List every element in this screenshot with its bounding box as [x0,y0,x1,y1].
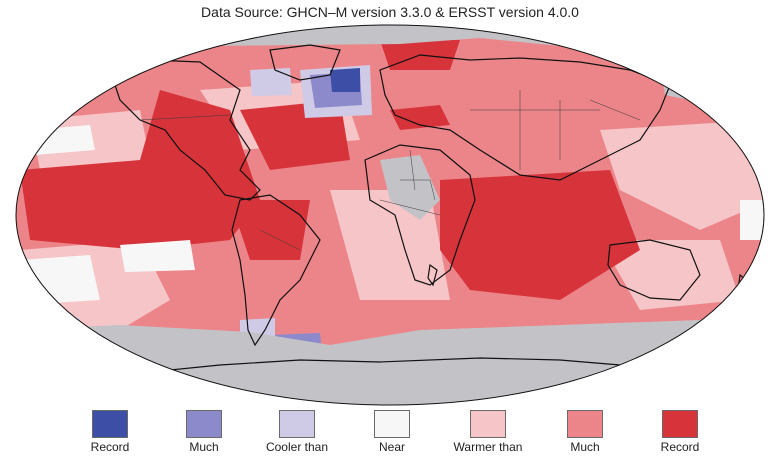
legend-item-record-cold: Record [55,410,165,454]
antarctica-coast [119,357,671,376]
legend-label: Much [570,440,600,454]
legend-item-much-cooler: Much [149,410,259,454]
southeast-pacific-near-region [120,240,195,272]
north-america-coast [109,59,261,201]
legend-swatch [662,410,698,438]
legend-swatch [92,410,128,438]
sahara-missing-data [380,155,440,220]
indian-ocean-record-region [440,170,640,300]
new-zealand-coast [737,273,753,302]
legend-swatch [279,410,315,438]
legend-swatch [186,410,222,438]
legend-item-cooler: Cooler than [242,410,352,454]
greenland-coast [269,44,341,81]
map-outline [15,24,765,406]
north-atlantic-record-cold-region [330,68,360,92]
country-borders [139,90,641,251]
southern-ocean-cool-region [60,318,80,332]
australia-coast [607,239,701,301]
legend-item-much-warmer: Much [530,410,640,454]
antarctic-missing-data [16,315,764,405]
greenland-sea-cool-region [250,68,292,96]
australia-warm-region [600,240,740,310]
legend-label: Record [90,440,130,454]
legend-swatch [567,410,603,438]
legend: Record Much Cooler than Near Warmer than… [0,410,780,456]
legend-swatch [470,410,506,438]
legend-label: Much [189,440,219,454]
figure-title: Data Source: GHCN–M version 3.3.0 & ERSS… [201,4,579,20]
south-pacific-near-region [20,255,100,305]
legend-item-record-warm: Record [625,410,735,454]
legend-item-warmer: Warmer than [433,410,543,454]
africa-coast [364,144,476,286]
coastlines [109,44,753,376]
eurasia-coast [379,54,671,181]
mediterranean-record-region [390,105,450,130]
legend-label: Record [660,440,700,454]
north-atlantic-record-region [240,100,350,170]
east-pacific-record-region [20,90,260,250]
north-pacific-west-warm-region [600,120,764,230]
legend-label: Cooler than [265,440,329,454]
madagascar-coast [427,263,438,287]
legend-item-near: Near [337,410,447,454]
west-pacific-near-region [740,200,764,240]
legend-label: Warmer than [453,440,523,454]
legend-swatch [374,410,410,438]
south-america-coast [231,194,321,347]
north-pacific-near-region [30,125,95,155]
legend-label: Near [378,440,405,454]
